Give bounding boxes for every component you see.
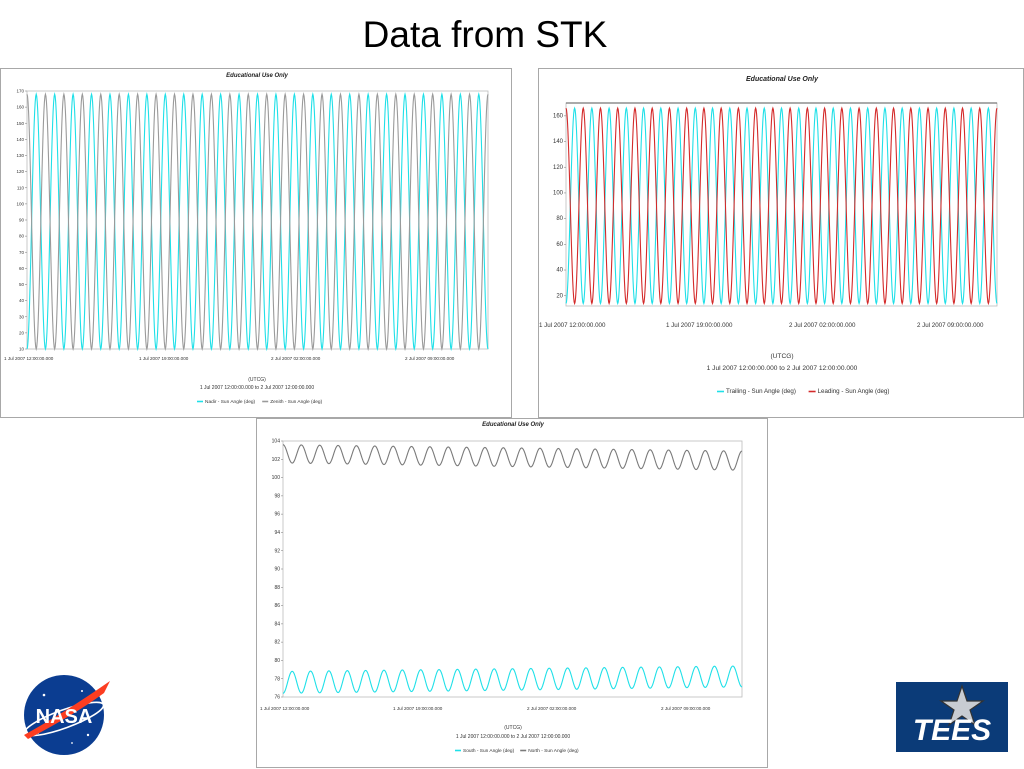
y-tick-label: 140 xyxy=(16,137,24,142)
legend-label: Trailing - Sun Angle (deg) xyxy=(726,388,796,395)
y-tick-label: 80 xyxy=(19,234,25,239)
legend-label: South - Sun Angle (deg) xyxy=(463,748,515,754)
chart-1-svg: Educational Use Only 10 20 30 40 50 60 70 80 90 10… xyxy=(4,73,489,405)
chart-3-svg: Educational Use Only 76 78 80 82 84 86 88 90 92 94… xyxy=(260,422,743,754)
y-tick-label: 10 xyxy=(19,347,25,352)
x-tick-label: 1 Jul 2007 12:00:00.000 xyxy=(4,356,54,361)
y-tick-label: 20 xyxy=(556,293,563,299)
x-tick-label: 1 Jul 2007 19:00:00.000 xyxy=(139,356,189,361)
x-axis-label: (UTCG) xyxy=(504,725,522,731)
series-line-1 xyxy=(282,665,743,694)
y-tick-label: 60 xyxy=(19,266,25,271)
y-tick-label: 102 xyxy=(272,457,281,463)
legend-label: Zenith - Sun Angle (deg) xyxy=(270,399,322,405)
series-line-2 xyxy=(565,106,998,306)
y-tick-label: 96 xyxy=(274,512,280,518)
y-tick-label: 84 xyxy=(274,621,280,627)
y-tick-label: 90 xyxy=(19,218,25,223)
legend-label: Nadir - Sun Angle (deg) xyxy=(205,399,256,405)
tees-logo: TEES xyxy=(896,682,1008,752)
y-tick-label: 100 xyxy=(272,475,281,481)
chart-title: Educational Use Only xyxy=(482,422,544,428)
y-tick-label: 82 xyxy=(274,640,280,646)
chart-2-svg: Educational Use Only 20 40 60 80 100 120 140 160… xyxy=(539,76,998,395)
chart-title: Educational Use Only xyxy=(746,76,819,83)
series-line-1 xyxy=(26,92,489,352)
x-tick-label: 2 Jul 2007 09:00:00.000 xyxy=(661,706,711,711)
y-tick-label: 40 xyxy=(556,268,563,274)
y-tick-label: 76 xyxy=(274,695,280,701)
time-range-label: 1 Jul 2007 12:00:00.000 to 2 Jul 2007 12… xyxy=(707,365,858,372)
y-tick-label: 160 xyxy=(16,105,24,110)
y-tick-label: 60 xyxy=(556,242,563,248)
time-range-label: 1 Jul 2007 12:00:00.000 to 2 Jul 2007 12… xyxy=(200,385,314,391)
y-tick-label: 92 xyxy=(274,548,280,554)
x-axis-label: (UTCG) xyxy=(770,353,793,360)
y-tick-label: 170 xyxy=(16,89,24,94)
legend-label: Leading - Sun Angle (deg) xyxy=(818,388,890,395)
tees-logo-graphic: TEES xyxy=(913,684,991,747)
y-tick-label: 70 xyxy=(19,250,25,255)
y-tick-label: 160 xyxy=(553,113,564,119)
nasa-logo: NASA xyxy=(23,675,110,755)
y-tick-label: 20 xyxy=(19,330,25,335)
legend-label: North - Sun Angle (deg) xyxy=(528,748,579,754)
x-tick-label: 1 Jul 2007 19:00:00.000 xyxy=(393,706,443,711)
chart-south-north-sun-angle: Educational Use Only 76 78 80 82 84 86 88 90 92 94… xyxy=(256,418,768,768)
x-tick-label: 1 Jul 2007 19:00:00.000 xyxy=(666,322,733,329)
y-tick-label: 88 xyxy=(274,585,280,591)
nasa-logo-text: NASA xyxy=(36,706,93,728)
chart-nadir-zenith-sun-angle: Educational Use Only 10 20 30 40 50 60 70 80 90 10… xyxy=(0,68,512,418)
x-tick-label: 2 Jul 2007 02:00:00.000 xyxy=(789,322,856,329)
series-line-2 xyxy=(26,92,489,352)
y-tick-label: 30 xyxy=(19,314,25,319)
tees-logo-text: TEES xyxy=(913,714,991,747)
series-line-1 xyxy=(565,106,998,306)
y-tick-label: 150 xyxy=(16,121,24,126)
star-icon xyxy=(939,684,985,727)
y-tick-label: 140 xyxy=(553,139,564,145)
y-tick-label: 90 xyxy=(274,567,280,573)
x-tick-label: 2 Jul 2007 02:00:00.000 xyxy=(271,356,321,361)
y-tick-label: 104 xyxy=(272,439,281,445)
slide-title: Data from STK xyxy=(362,14,608,55)
y-tick-label: 80 xyxy=(556,216,563,222)
y-tick-label: 80 xyxy=(274,658,280,664)
x-tick-label: 2 Jul 2007 09:00:00.000 xyxy=(405,356,455,361)
y-tick-label: 50 xyxy=(19,282,25,287)
y-tick-label: 110 xyxy=(17,185,25,190)
y-tick-label: 130 xyxy=(16,153,24,158)
x-tick-label: 2 Jul 2007 09:00:00.000 xyxy=(917,322,984,329)
y-tick-label: 86 xyxy=(274,603,280,609)
x-axis-label: (UTCG) xyxy=(248,377,266,383)
y-tick-label: 40 xyxy=(19,298,25,303)
y-tick-label: 100 xyxy=(553,191,564,197)
series-line-2 xyxy=(282,444,743,471)
chart-trailing-leading-sun-angle: Educational Use Only 20 40 60 80 100 120 140 160… xyxy=(538,68,1024,418)
y-tick-label: 94 xyxy=(274,530,280,536)
x-tick-label: 1 Jul 2007 12:00:00.000 xyxy=(260,706,310,711)
nasa-logo-vector xyxy=(24,681,110,739)
y-tick-label: 98 xyxy=(274,493,280,499)
y-tick-label: 120 xyxy=(16,169,24,174)
x-tick-label: 2 Jul 2007 02:00:00.000 xyxy=(527,706,577,711)
time-range-label: 1 Jul 2007 12:00:00.000 to 2 Jul 2007 12… xyxy=(456,734,570,740)
chart-title: Educational Use Only xyxy=(226,73,288,79)
x-tick-label: 1 Jul 2007 12:00:00.000 xyxy=(539,322,606,329)
plot-area xyxy=(282,440,743,698)
y-tick-label: 120 xyxy=(553,165,564,171)
y-tick-label: 78 xyxy=(274,676,280,682)
y-tick-label: 100 xyxy=(16,201,24,206)
